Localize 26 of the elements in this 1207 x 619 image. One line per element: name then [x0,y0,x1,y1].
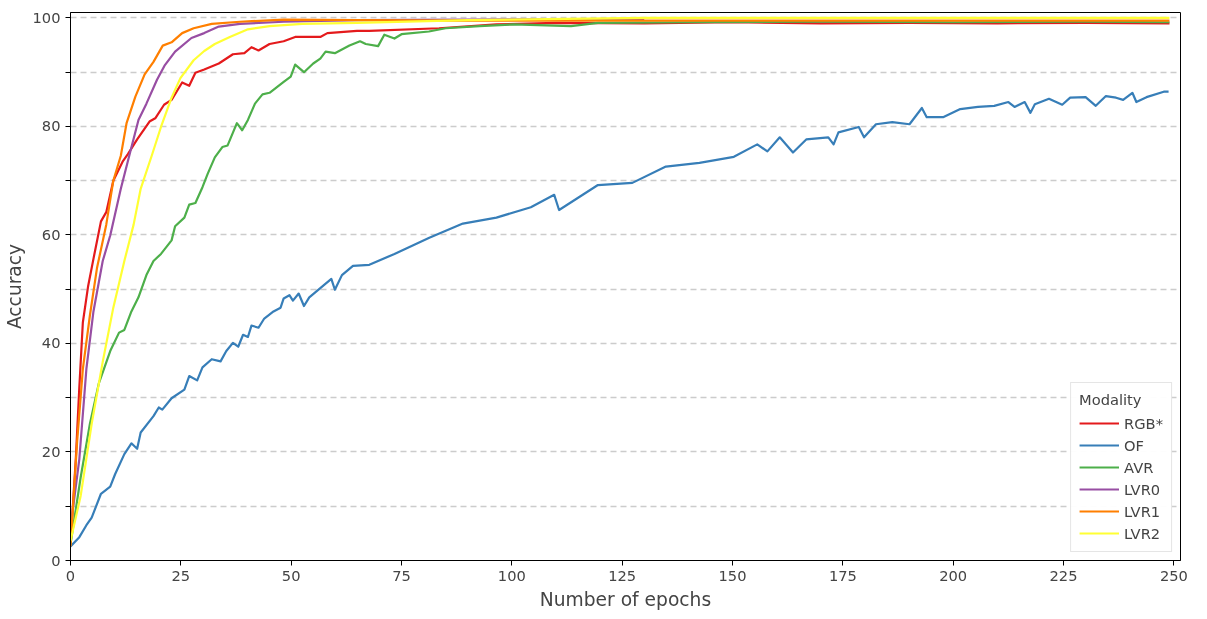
x-tick-label: 200 [939,566,968,584]
x-tick-label: 150 [718,566,747,584]
legend-title: Modality [1079,391,1143,408]
y-tick-label: 20 [41,442,61,460]
legend-label: RGB* [1124,414,1163,432]
legend-label: AVR [1124,458,1154,476]
legend-label: LVR1 [1124,502,1161,520]
x-tick-label: 50 [281,566,301,584]
y-axis-title: Accuracy [3,243,25,330]
x-tick-label: 0 [65,566,76,584]
legend-label: LVR2 [1124,524,1161,542]
y-tick-label: 40 [41,334,61,352]
legend-label: LVR0 [1124,480,1161,498]
x-tick-label: 250 [1159,566,1188,584]
x-tick-label: 100 [497,566,526,584]
y-tick-label: 0 [51,551,61,569]
legend-label: OF [1124,436,1145,454]
y-tick-label: 60 [41,225,61,243]
y-tick-label: 100 [32,8,61,26]
x-tick-label: 225 [1049,566,1078,584]
y-tick-label: 80 [41,117,61,135]
x-tick-label: 75 [392,566,411,584]
x-tick-label: 125 [608,566,637,584]
x-axis-title: Number of epochs [539,588,712,610]
x-tick-label: 175 [828,566,857,584]
x-tick-label: 25 [171,566,191,584]
